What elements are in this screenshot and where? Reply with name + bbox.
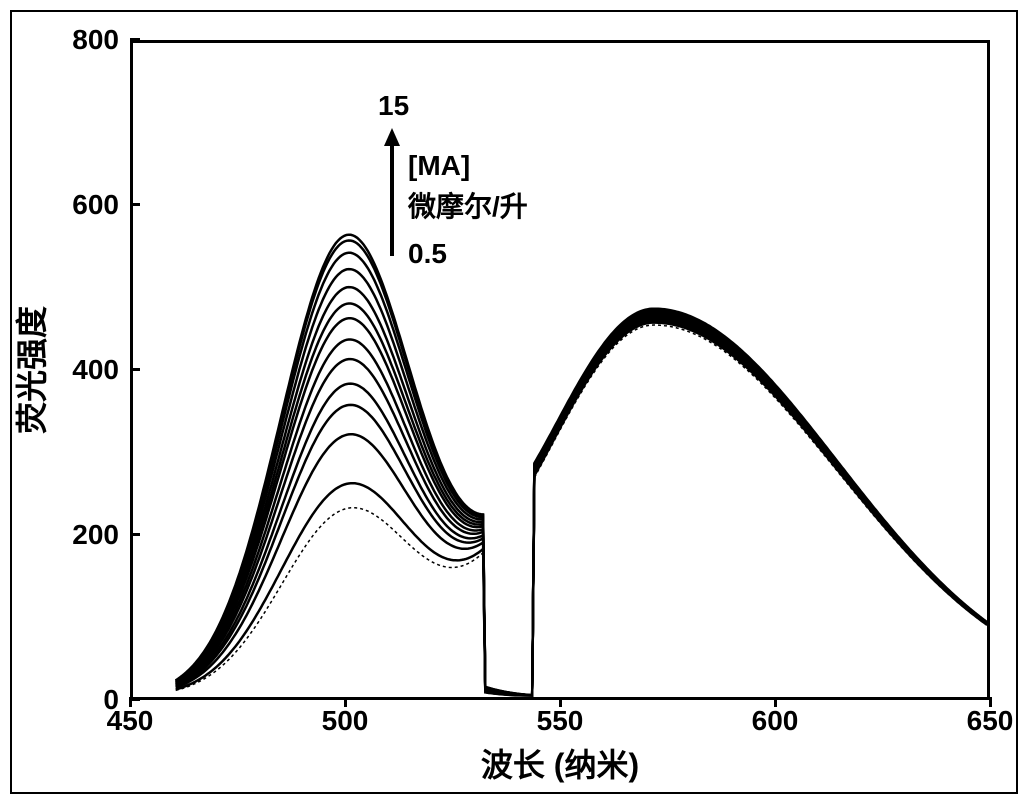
xtick-mark — [559, 697, 562, 707]
ytick-mark — [130, 533, 140, 536]
xtick-650: 650 — [967, 705, 1014, 737]
ytick-800: 800 — [39, 24, 119, 56]
ytick-600: 600 — [39, 189, 119, 221]
plot-canvas — [133, 43, 987, 697]
plot-area — [130, 40, 990, 700]
xtick-500: 500 — [322, 705, 369, 737]
annotation-unit: 微摩尔/升 — [408, 185, 528, 225]
x-axis-label: 波长 (纳米) — [481, 740, 639, 786]
xtick-mark — [774, 697, 777, 707]
y-axis-label: 荧光强度 — [7, 306, 53, 434]
annotation-bottom: 0.5 — [408, 238, 447, 270]
chart-container: 0 200 400 600 800 450 500 550 600 650 荧光… — [0, 0, 1029, 804]
annotation-top: 15 — [378, 90, 409, 122]
xtick-450: 450 — [107, 705, 154, 737]
xtick-mark — [989, 697, 992, 707]
ytick-mark — [130, 203, 140, 206]
ytick-mark — [130, 368, 140, 371]
xtick-600: 600 — [752, 705, 799, 737]
xtick-mark — [129, 697, 132, 707]
xtick-mark — [344, 697, 347, 707]
xtick-550: 550 — [537, 705, 584, 737]
arrow-icon — [382, 128, 402, 258]
ytick-200: 200 — [39, 519, 119, 551]
ytick-mark — [130, 38, 140, 41]
annotation-ma: [MA] — [408, 150, 470, 182]
